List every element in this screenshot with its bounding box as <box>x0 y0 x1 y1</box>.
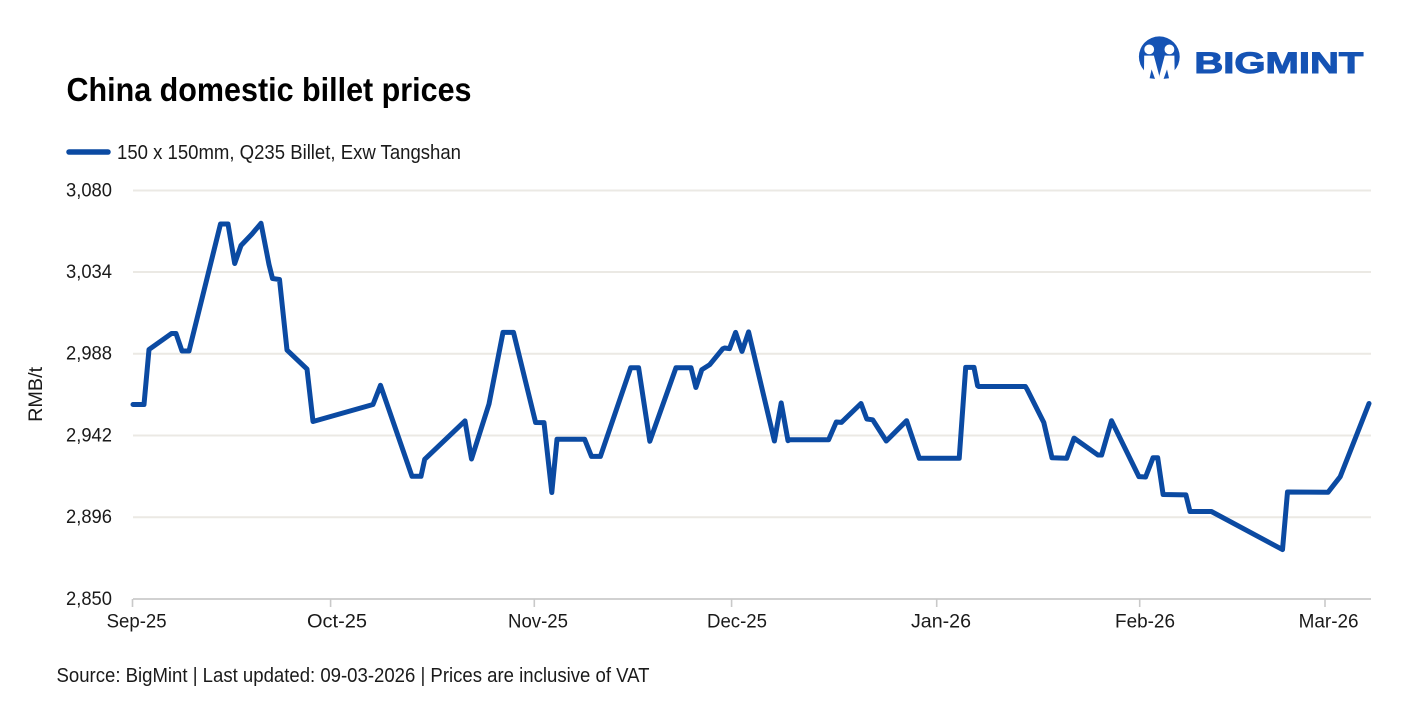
svg-text:Oct-25: Oct-25 <box>307 611 367 633</box>
svg-text:Source: BigMint | Last updated: Source: BigMint | Last updated: 09-03-20… <box>57 665 650 687</box>
svg-text:Feb-26: Feb-26 <box>1115 611 1175 633</box>
svg-text:2,988: 2,988 <box>66 343 112 365</box>
svg-text:RMB/t: RMB/t <box>26 366 47 422</box>
svg-text:2,942: 2,942 <box>66 425 112 447</box>
svg-text:3,080: 3,080 <box>66 180 112 202</box>
svg-text:150 x 150mm, Q235 Billet, Exw: 150 x 150mm, Q235 Billet, Exw Tangshan <box>117 142 461 164</box>
svg-text:Mar-26: Mar-26 <box>1299 611 1359 633</box>
svg-text:Dec-25: Dec-25 <box>707 611 767 633</box>
svg-text:2,850: 2,850 <box>66 588 112 610</box>
svg-text:3,034: 3,034 <box>66 261 112 283</box>
svg-text:Sep-25: Sep-25 <box>107 611 167 633</box>
svg-text:China domestic billet prices: China domestic billet prices <box>67 71 472 108</box>
svg-text:BIGMINT: BIGMINT <box>1194 47 1363 80</box>
svg-text:Nov-25: Nov-25 <box>508 611 568 633</box>
svg-text:Jan-26: Jan-26 <box>911 611 971 633</box>
svg-text:2,896: 2,896 <box>66 506 112 528</box>
